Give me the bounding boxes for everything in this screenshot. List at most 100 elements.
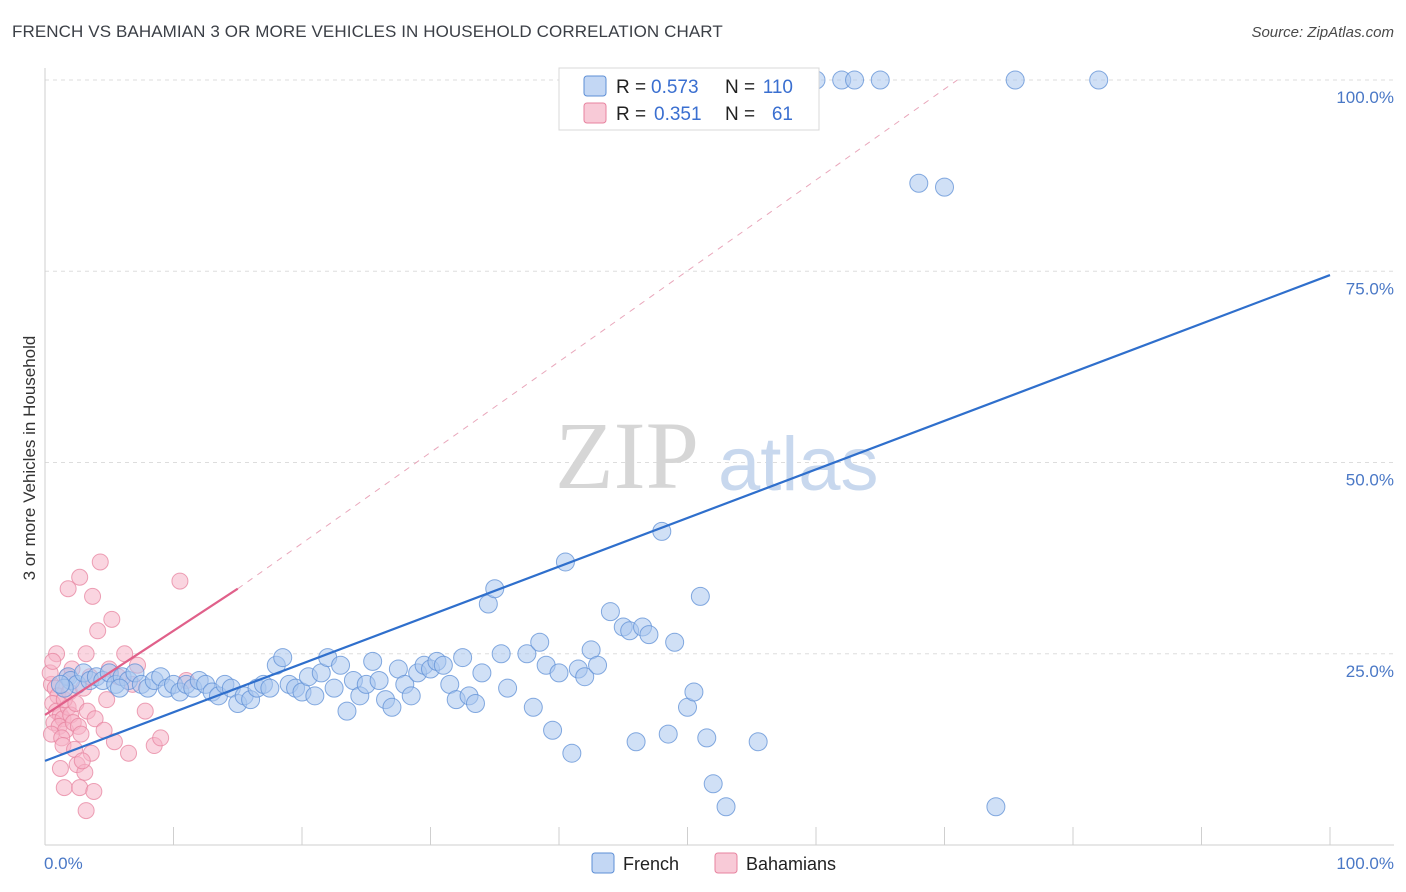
chart-title: FRENCH VS BAHAMIAN 3 OR MORE VEHICLES IN… <box>12 22 723 41</box>
legend-n-value-french: 110 <box>763 77 793 98</box>
bottom-legend-label-french: French <box>623 854 679 874</box>
y-tick-label: 75.0% <box>1346 279 1394 298</box>
french-point <box>530 632 550 652</box>
legend-swatch-bahamians <box>583 102 607 124</box>
bahamians-point <box>84 587 102 605</box>
french-point <box>639 625 659 645</box>
trend-line-french <box>44 274 1331 762</box>
french-point <box>684 682 704 702</box>
y-tick-label: 25.0% <box>1346 662 1394 681</box>
bahamians-point <box>98 691 116 709</box>
french-point <box>562 743 582 763</box>
y-tick-labels: 25.0% 50.0% 75.0% 100.0% <box>1336 88 1394 681</box>
bahamians-point <box>77 645 95 663</box>
legend-r-value-bahamians: 0.351 <box>654 104 702 125</box>
bottom-legend-swatch-bahamians <box>714 852 738 874</box>
y-axis-label: 3 or more Vehicles in Household <box>20 336 39 581</box>
french-point <box>549 663 569 683</box>
french-point <box>658 724 678 744</box>
bahamians-point <box>72 725 90 743</box>
french-point <box>472 663 492 683</box>
french-point <box>716 797 736 817</box>
french-point <box>382 697 402 717</box>
french-point <box>588 655 608 675</box>
legend-r-label-french: R = <box>616 77 646 98</box>
french-point <box>1089 70 1109 90</box>
french-point <box>748 732 768 752</box>
bahamians-point <box>86 710 104 728</box>
french-point <box>935 177 954 197</box>
axes <box>44 68 1394 846</box>
french-point <box>523 697 543 717</box>
legend-r-value-french: 0.573 <box>651 77 699 98</box>
french-point <box>1005 70 1025 90</box>
bahamians-point <box>85 782 103 800</box>
watermark-atlas: atlas <box>718 422 879 507</box>
bahamians-point <box>171 572 189 590</box>
bahamians-point <box>44 652 62 670</box>
french-points <box>50 70 1109 817</box>
bahamians-point <box>77 802 95 820</box>
legend-box: R = 0.573 N = 110 R = 0.351 N = 61 <box>558 67 820 131</box>
french-point <box>369 671 389 691</box>
y-tick-label: 50.0% <box>1346 471 1394 490</box>
bottom-legend-label-bahamians: Bahamians <box>746 854 836 874</box>
french-point <box>453 648 473 668</box>
bahamians-point <box>120 744 138 762</box>
french-point <box>517 644 537 664</box>
bahamians-point <box>152 729 170 747</box>
french-point <box>703 774 723 794</box>
legend-swatch-french <box>583 75 607 97</box>
bahamians-point <box>51 760 69 777</box>
bahamians-point <box>91 553 109 571</box>
french-point <box>870 70 890 90</box>
bottom-legend: French Bahamians <box>591 852 836 874</box>
french-point <box>909 173 929 193</box>
french-point <box>305 686 325 706</box>
french-point <box>845 70 865 90</box>
french-point <box>498 678 518 698</box>
french-point <box>110 678 130 698</box>
y-tick-label: 100.0% <box>1336 88 1394 107</box>
x-tick-label-min: 0.0% <box>44 854 83 873</box>
legend-r-label-bahamians: R = <box>616 104 646 125</box>
french-point <box>690 586 710 606</box>
bahamians-point <box>59 580 77 598</box>
french-point <box>543 720 563 740</box>
french-point <box>433 655 453 675</box>
legend-n-label-bahamians: N = <box>725 104 755 125</box>
french-point <box>575 667 595 687</box>
french-point <box>626 732 646 752</box>
bahamians-point <box>73 752 91 770</box>
french-point <box>401 686 421 706</box>
grid-lines <box>45 79 1394 655</box>
french-point <box>273 648 293 668</box>
french-point <box>600 602 620 622</box>
x-tick-label-max: 100.0% <box>1336 854 1394 873</box>
french-point <box>697 728 717 748</box>
trend-lines <box>44 274 1331 762</box>
bahamians-point <box>71 779 89 797</box>
bahamians-point <box>136 702 154 720</box>
chart-source: Source: ZipAtlas.com <box>1251 24 1394 41</box>
french-point <box>331 655 351 675</box>
french-point <box>324 678 344 698</box>
bottom-legend-swatch-french <box>591 852 615 874</box>
french-point <box>986 797 1006 817</box>
french-point <box>50 674 70 694</box>
french-point <box>465 693 485 713</box>
legend-n-label-french: N = <box>725 77 755 98</box>
trend-extension-bahamians <box>237 79 958 590</box>
watermark-zip: ZIP <box>555 402 699 509</box>
trend-line-bahamians <box>44 587 239 716</box>
reference-diagonal-line <box>237 79 958 590</box>
french-point <box>363 651 383 671</box>
bahamians-point <box>71 568 89 586</box>
french-point <box>260 678 280 698</box>
x-tick-marks <box>173 827 1331 845</box>
french-point <box>491 644 511 664</box>
bahamians-point <box>103 610 121 628</box>
french-point <box>337 701 357 721</box>
legend-n-value-bahamians: 61 <box>772 104 793 125</box>
